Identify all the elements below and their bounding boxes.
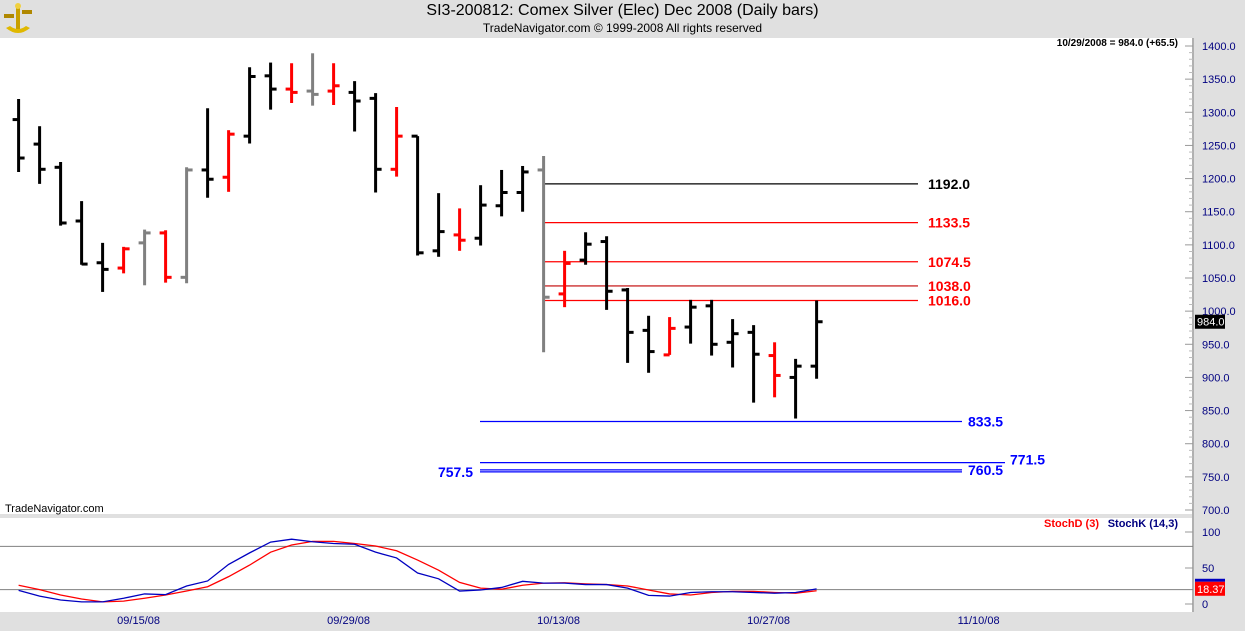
- y-tick-label: 700.0: [1202, 505, 1230, 517]
- ohlc-bar: [243, 67, 256, 144]
- y-tick-label: 750.0: [1202, 472, 1230, 484]
- ohlc-bar: [726, 319, 739, 368]
- last-price-tag: [1195, 314, 1225, 329]
- y-tick-label: 800.0: [1202, 439, 1230, 451]
- ohlc-bar: [390, 106, 403, 177]
- y-tick-label: 900.0: [1202, 372, 1230, 384]
- level-label: 833.5: [968, 414, 1003, 430]
- ohlc-bar: [453, 208, 466, 251]
- ohlc-bar: [75, 201, 88, 266]
- last-price-label: 984.0: [1197, 317, 1225, 329]
- ohlc-bar: [285, 63, 298, 104]
- level-label: 1074.5: [928, 254, 971, 270]
- y-tick-label: 1150.0: [1202, 207, 1235, 219]
- ohlc-bar: [789, 358, 802, 419]
- x-tick-label: 11/10/08: [958, 615, 1000, 627]
- ohlc-bar: [138, 229, 151, 286]
- last-quote: 10/29/2008 = 984.0 (+65.5): [1057, 38, 1178, 49]
- x-tick-label: 09/29/08: [327, 615, 370, 627]
- ohlc-bar: [684, 299, 697, 344]
- ohlc-bar: [705, 299, 718, 356]
- y-tick-label: 1250.0: [1202, 140, 1236, 152]
- ohlc-bar: [432, 193, 445, 257]
- ohlc-bar: [306, 53, 319, 106]
- ohlc-bar: [12, 99, 25, 172]
- ohlc-bar: [663, 317, 676, 357]
- ohlc-bar: [621, 287, 634, 363]
- ohlc-bar: [558, 250, 571, 308]
- stoch-y-tick-label: 50: [1202, 563, 1214, 575]
- y-tick-label: 1400.0: [1202, 41, 1236, 53]
- y-tick-label: 1100.0: [1202, 240, 1235, 252]
- stochastic-panel: [0, 518, 1193, 612]
- level-label: 771.5: [1010, 452, 1045, 468]
- stoch-y-tick-label: 100: [1202, 527, 1220, 539]
- legend-stochk: StochK (14,3): [1108, 518, 1179, 530]
- ohlc-bar: [516, 165, 529, 212]
- ohlc-bar: [495, 169, 508, 217]
- y-tick-label: 1050.0: [1202, 273, 1236, 285]
- ohlc-bar: [474, 185, 487, 246]
- ohlc-bar: [264, 62, 277, 110]
- y-tick-label: 950.0: [1202, 339, 1230, 351]
- ohlc-bar: [348, 81, 361, 132]
- level-label: 1038.0: [928, 278, 971, 294]
- x-tick-label: 09/15/08: [117, 615, 160, 627]
- level-label: 1133.5: [928, 215, 970, 231]
- ohlc-bar: [537, 156, 550, 353]
- tradenavigator-logo-icon: [4, 3, 32, 33]
- stoch-series-line: [18, 538, 817, 603]
- ohlc-bar: [810, 300, 823, 379]
- ohlc-bar: [201, 108, 214, 198]
- ohlc-bar: [96, 242, 109, 292]
- ohlc-bar: [54, 162, 67, 226]
- ohlc-bar: [369, 93, 382, 193]
- stochk-value-marker: [1195, 578, 1225, 582]
- ohlc-bar: [579, 232, 592, 265]
- copyright-subtitle: TradeNavigator.com © 1999-2008 All right…: [482, 21, 763, 35]
- y-tick-label: 1200.0: [1202, 174, 1236, 186]
- ohlc-bar: [117, 246, 130, 274]
- y-tick-label: 850.0: [1202, 406, 1230, 418]
- level-label: 757.5: [438, 464, 473, 480]
- ohlc-bar: [33, 126, 46, 184]
- ohlc-bar: [222, 130, 235, 192]
- stoch-value-tag: [1195, 581, 1225, 596]
- chart-title: SI3-200812: Comex Silver (Elec) Dec 2008…: [426, 2, 819, 19]
- ohlc-bar: [768, 342, 781, 398]
- ohlc-bar: [411, 134, 424, 256]
- ohlc-bar: [600, 236, 613, 310]
- watermark: TradeNavigator.com: [5, 503, 104, 515]
- level-label: 1016.0: [928, 293, 971, 309]
- ohlc-bar: [327, 63, 340, 105]
- y-tick-label: 1300.0: [1202, 107, 1236, 119]
- ohlc-bar: [180, 167, 193, 284]
- stoch-series-line: [18, 540, 817, 603]
- ohlc-bar: [642, 315, 655, 373]
- level-label: 760.5: [968, 462, 1003, 478]
- x-tick-label: 10/13/08: [537, 615, 580, 627]
- ohlc-bar: [747, 325, 760, 403]
- y-tick-label: 1350.0: [1202, 74, 1236, 86]
- legend-stochd: StochD (3): [1044, 518, 1099, 530]
- stoch-y-tick-label: 0: [1202, 599, 1208, 611]
- ohlc-bar: [159, 230, 172, 283]
- price-panel: [0, 38, 1193, 514]
- stoch-value-label: 18.37: [1197, 584, 1225, 596]
- x-tick-label: 10/27/08: [747, 615, 790, 627]
- level-label: 1192.0: [928, 176, 970, 192]
